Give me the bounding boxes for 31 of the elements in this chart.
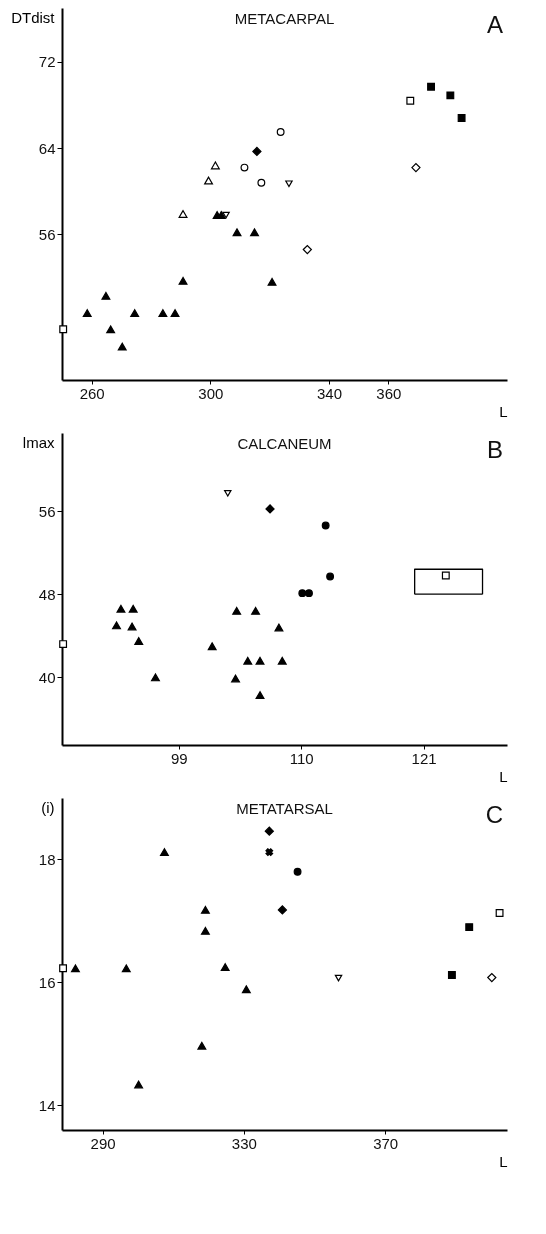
- x-tick-label: 99: [170, 749, 188, 767]
- chart-title: METACARPAL: [234, 10, 335, 27]
- y-tick-label: 40: [38, 668, 56, 686]
- x-axis-title: L: [499, 767, 508, 785]
- x-axis-title: L: [499, 402, 508, 420]
- x-tick-label: 110: [289, 749, 314, 767]
- annotation: B: [486, 436, 503, 463]
- y-tick-label: 16: [38, 973, 56, 991]
- annotation: C: [485, 801, 503, 828]
- y-tick-label: 56: [38, 225, 56, 243]
- x-tick-label: 340: [316, 384, 343, 402]
- y-tick-label: 14: [38, 1096, 56, 1114]
- y-tick-label: 64: [38, 139, 56, 157]
- chart-title: CALCANEUM: [237, 435, 332, 452]
- y-tick-label: 72: [38, 53, 56, 71]
- x-tick-label: 300: [198, 384, 224, 402]
- x-tick-label: 290: [90, 1134, 116, 1152]
- x-tick-label: 370: [373, 1134, 399, 1152]
- x-tick-label: 330: [231, 1134, 257, 1152]
- chart-title: METATARSAL: [236, 800, 333, 817]
- y-axis-title: lmax: [22, 433, 55, 451]
- y-axis-title: (i): [41, 798, 55, 816]
- y-tick-label: 56: [38, 502, 56, 520]
- x-tick-label: 360: [376, 384, 402, 402]
- x-tick-label: 260: [79, 384, 105, 402]
- y-tick-label: 48: [38, 585, 56, 603]
- y-axis-title: DTdist: [11, 8, 56, 26]
- annotation: A: [486, 11, 503, 38]
- x-axis-title: L: [499, 1152, 508, 1170]
- x-tick-label: 121: [411, 749, 437, 767]
- y-tick-label: 18: [38, 850, 56, 868]
